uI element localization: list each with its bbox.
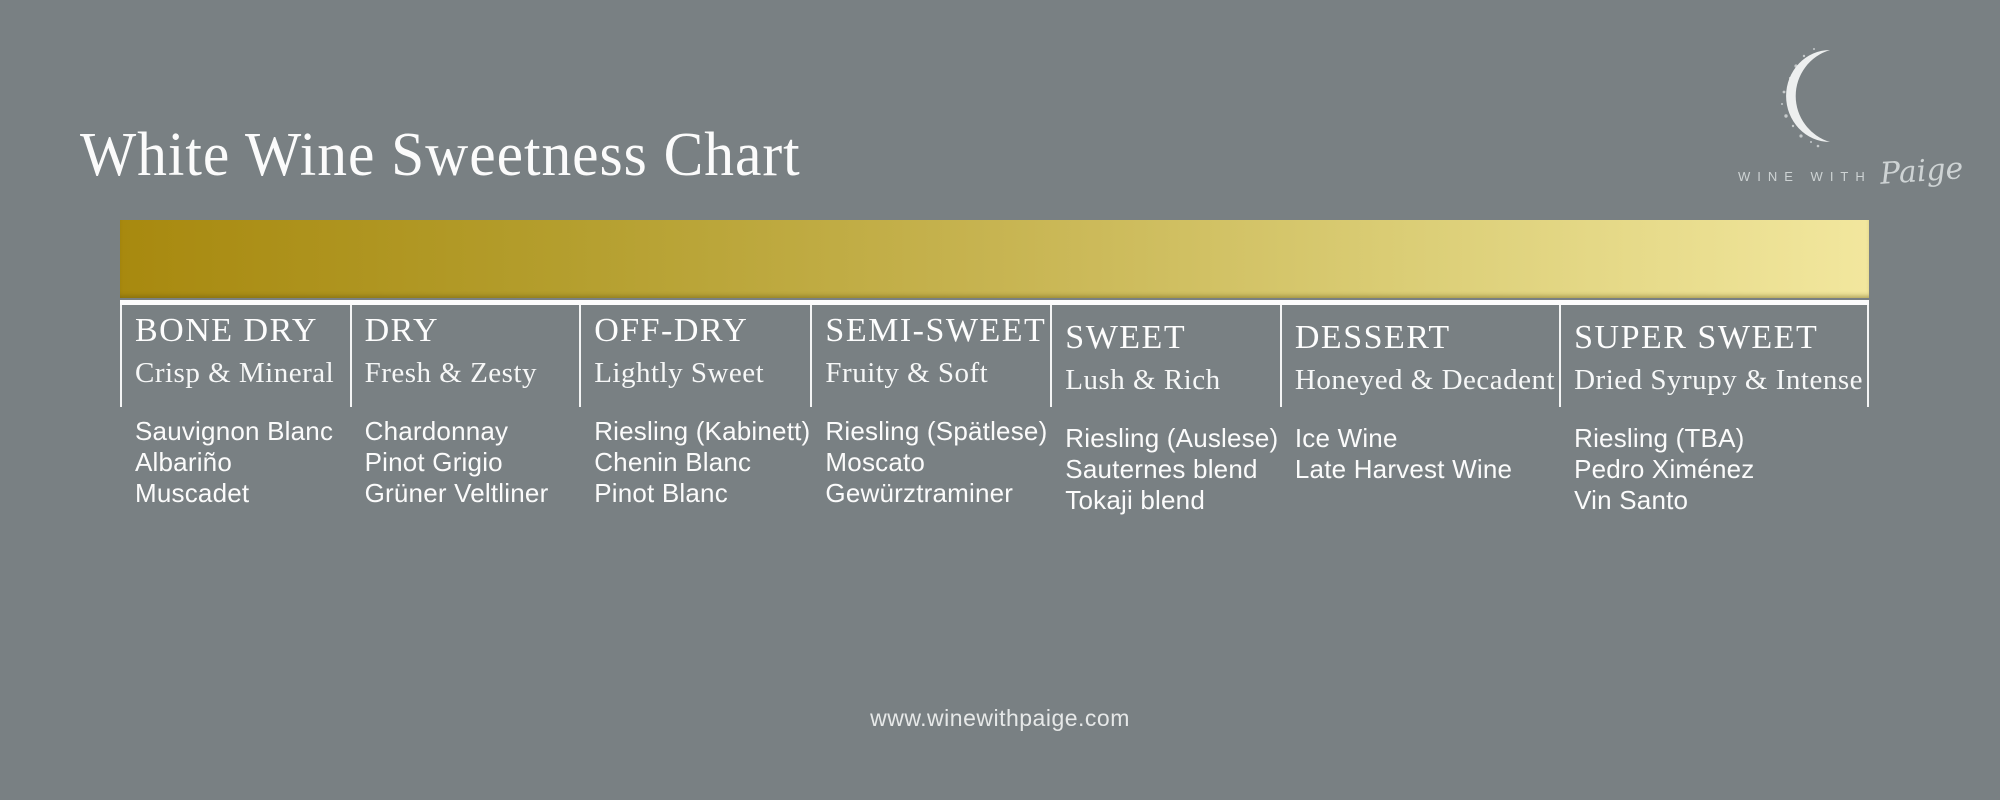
- wine-item: Ice Wine: [1294, 423, 1398, 453]
- column-bone-dry: BONE DRY Crisp & Mineral Sauvignon Blanc…: [120, 305, 350, 516]
- wine-list: Chardonnay Pinot Grigio Grüner Veltliner: [350, 416, 580, 509]
- category-columns: BONE DRY Crisp & Mineral Sauvignon Blanc…: [120, 305, 1869, 516]
- category-header: DRY Fresh & Zesty: [349, 305, 580, 407]
- crescent-moon-icon: [1766, 44, 1886, 148]
- column-semi-sweet: SEMI-SWEET Fruity & Soft Riesling (Spätl…: [810, 305, 1050, 516]
- category-name: SUPER SWEET: [1574, 319, 1819, 356]
- wine-list: Riesling (Kabinett) Chenin Blanc Pinot B…: [579, 416, 810, 509]
- category-header: BONE DRY Crisp & Mineral: [120, 305, 350, 407]
- category-header: SWEET Lush & Rich: [1050, 305, 1280, 407]
- column-off-dry: OFF-DRY Lightly Sweet Riesling (Kabinett…: [579, 305, 810, 516]
- category-header: DESSERT Honeyed & Decadent: [1279, 305, 1559, 407]
- wine-item: Grüner Veltliner: [364, 478, 549, 508]
- wine-item: Riesling (Spätlese): [825, 416, 1048, 446]
- wine-item: Chardonnay: [364, 416, 509, 446]
- wine-item: Vin Santo: [1574, 485, 1689, 515]
- category-name: OFF-DRY: [594, 312, 749, 349]
- wine-item: Late Harvest Wine: [1294, 454, 1513, 484]
- wine-list: Riesling (Spätlese) Moscato Gewürztramin…: [810, 416, 1050, 509]
- category-name: SEMI-SWEET: [825, 312, 1047, 349]
- wine-item: Sauternes blend: [1065, 454, 1258, 484]
- wine-item: Riesling (Auslese): [1065, 423, 1279, 453]
- wine-list: Riesling (TBA) Pedro Ximénez Vin Santo: [1559, 423, 1869, 516]
- category-subtitle: Fruity & Soft: [825, 356, 989, 389]
- wine-item: Moscato: [825, 447, 926, 477]
- column-dessert: DESSERT Honeyed & Decadent Ice Wine Late…: [1279, 305, 1559, 516]
- category-header: SUPER SWEET Dried Syrupy & Intense: [1559, 305, 1869, 407]
- column-dry: DRY Fresh & Zesty Chardonnay Pinot Grigi…: [349, 305, 580, 516]
- category-subtitle: Honeyed & Decadent: [1294, 363, 1556, 396]
- wine-item: Pedro Ximénez: [1574, 454, 1755, 484]
- category-name: DESSERT: [1294, 319, 1451, 356]
- brand-prefix: WINE WITH: [1738, 169, 1872, 184]
- column-sweet: SWEET Lush & Rich Riesling (Auslese) Sau…: [1050, 305, 1280, 516]
- wine-item: Chenin Blanc: [594, 447, 752, 477]
- wine-item: Riesling (Kabinett): [594, 416, 811, 446]
- sweetness-gradient-bar: [120, 220, 1869, 298]
- brand-text: WINE WITH Paige: [1738, 151, 1964, 192]
- page-title: White Wine Sweetness Chart: [80, 120, 801, 189]
- wine-item: Riesling (TBA): [1574, 423, 1745, 453]
- wine-item: Albariño: [135, 447, 232, 477]
- column-super-sweet: SUPER SWEET Dried Syrupy & Intense Riesl…: [1559, 305, 1869, 516]
- category-name: DRY: [364, 312, 440, 349]
- wine-list: Ice Wine Late Harvest Wine: [1280, 423, 1559, 485]
- category-subtitle: Lightly Sweet: [594, 356, 765, 389]
- category-header: SEMI-SWEET Fruity & Soft: [810, 305, 1050, 407]
- brand-script-name: Paige: [1878, 151, 1965, 192]
- category-name: SWEET: [1065, 319, 1187, 356]
- brand-logo: WINE WITH Paige: [1738, 44, 1964, 192]
- wine-item: Pinot Blanc: [594, 478, 728, 508]
- category-header: OFF-DRY Lightly Sweet: [579, 305, 810, 407]
- category-subtitle: Fresh & Zesty: [364, 356, 538, 389]
- wine-list: Riesling (Auslese) Sauternes blend Tokaj…: [1050, 423, 1280, 516]
- footer-url: www.winewithpaige.com: [870, 705, 1130, 731]
- scale-underline: [120, 300, 1869, 305]
- wine-item: Pinot Grigio: [364, 447, 503, 477]
- category-subtitle: Lush & Rich: [1065, 363, 1221, 396]
- category-subtitle: Dried Syrupy & Intense: [1574, 363, 1863, 396]
- wine-item: Tokaji blend: [1065, 485, 1205, 515]
- category-name: BONE DRY: [135, 312, 318, 349]
- wine-item: Gewürztraminer: [825, 478, 1014, 508]
- wine-item: Sauvignon Blanc: [135, 416, 334, 446]
- wine-item: Muscadet: [135, 478, 250, 508]
- category-subtitle: Crisp & Mineral: [135, 356, 335, 389]
- wine-list: Sauvignon Blanc Albariño Muscadet: [120, 416, 350, 509]
